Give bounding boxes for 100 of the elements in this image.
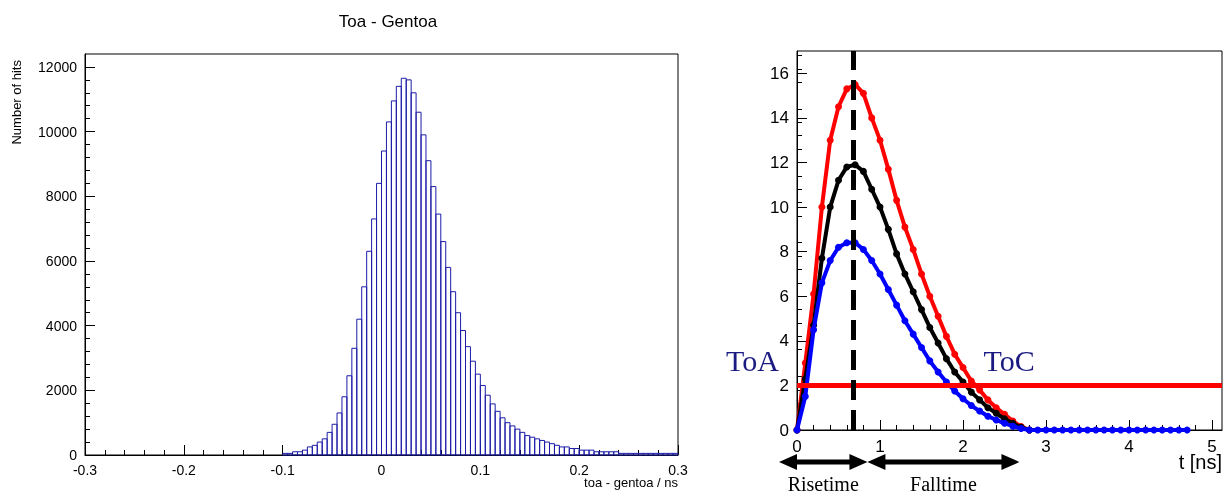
point [835, 176, 842, 184]
point [868, 185, 876, 193]
point [1117, 426, 1125, 434]
point [992, 416, 1000, 424]
point [926, 323, 934, 331]
point [818, 279, 826, 287]
point [1059, 426, 1067, 434]
point [884, 286, 892, 294]
point [926, 357, 934, 365]
x-tick-label: 0 [792, 437, 802, 456]
point [893, 196, 901, 204]
point [1084, 426, 1092, 434]
text: Falltime [910, 473, 977, 495]
point [992, 409, 1000, 417]
point [826, 203, 834, 211]
y-tick-label: 2000 [45, 382, 78, 399]
point [851, 161, 859, 169]
point [1050, 426, 1058, 434]
point [976, 407, 984, 415]
point [859, 245, 867, 253]
y-axis-title: Number of hits [8, 59, 24, 145]
point [859, 89, 867, 97]
point [1092, 426, 1100, 434]
x-axis-title: toa - gentoa / ns [584, 475, 679, 490]
point [818, 254, 826, 262]
point [1108, 426, 1116, 434]
x-tick-label: 3 [1041, 437, 1051, 456]
chart-title: Toa - Gentoa [338, 12, 438, 31]
y-tick-label: 4000 [45, 317, 78, 334]
x-tick-label: 1 [875, 437, 885, 456]
annotation: ToC [983, 343, 1035, 377]
point [918, 270, 926, 278]
point [843, 163, 851, 171]
text: Risetime [787, 473, 859, 495]
point [859, 167, 867, 175]
y-tick-label: 10000 [38, 123, 78, 140]
y-tick-label: 6 [779, 286, 789, 306]
point [810, 326, 818, 334]
point [951, 368, 959, 376]
point [901, 223, 909, 231]
point [893, 301, 901, 309]
point [801, 393, 809, 401]
point [893, 250, 901, 258]
point [959, 395, 967, 403]
point [901, 317, 909, 325]
point [884, 165, 892, 173]
x-tick-label: -0.2 [171, 462, 197, 478]
point [909, 330, 917, 338]
point [951, 387, 959, 395]
y-tick-label: 8000 [45, 188, 78, 205]
point [959, 364, 967, 372]
y-tick-label: 6000 [45, 252, 78, 269]
point [826, 257, 834, 265]
x-tick-label: 0.2 [569, 462, 590, 478]
point [909, 288, 917, 296]
point [918, 344, 926, 352]
y-tick-label: 10 [770, 197, 789, 217]
point [909, 245, 917, 253]
y-tick-label: 4 [779, 331, 789, 351]
point [1158, 426, 1166, 434]
point [984, 412, 992, 420]
point [826, 136, 834, 144]
y-tick-label: 14 [770, 108, 789, 128]
point [1001, 419, 1009, 427]
point [835, 243, 842, 251]
point [1075, 426, 1083, 434]
point [843, 239, 851, 247]
point [918, 306, 926, 314]
point [1167, 426, 1175, 434]
x-tick-label: 2 [958, 437, 968, 456]
x-tick-label: 0 [377, 462, 386, 478]
y-tick-label: 8 [779, 242, 789, 262]
x-tick-label: 4 [1124, 437, 1134, 456]
point [934, 312, 942, 320]
point [942, 332, 950, 340]
point [984, 396, 992, 404]
point [1142, 426, 1150, 434]
point [1034, 426, 1042, 434]
y-tick-label: 12000 [38, 58, 78, 75]
point [868, 257, 876, 265]
point [984, 404, 992, 412]
x-tick-label: 0.3 [668, 462, 688, 478]
annotation: ToA [726, 343, 780, 377]
x-tick-label: 0.1 [470, 462, 491, 478]
x-tick-label: -0.3 [72, 462, 98, 478]
y-tick-label: 0 [779, 420, 789, 440]
point [942, 355, 950, 363]
point [1133, 426, 1141, 434]
y-tick-label: 2 [779, 375, 789, 395]
point [967, 388, 975, 396]
y-tick-label: 12 [770, 152, 789, 172]
point [926, 292, 934, 300]
point [835, 103, 842, 111]
point [967, 401, 975, 409]
y-tick-label: 16 [770, 63, 789, 83]
point [868, 114, 876, 122]
point [976, 396, 984, 404]
point [951, 350, 959, 358]
point [884, 225, 892, 233]
x-tick-label: -0.1 [270, 462, 295, 478]
